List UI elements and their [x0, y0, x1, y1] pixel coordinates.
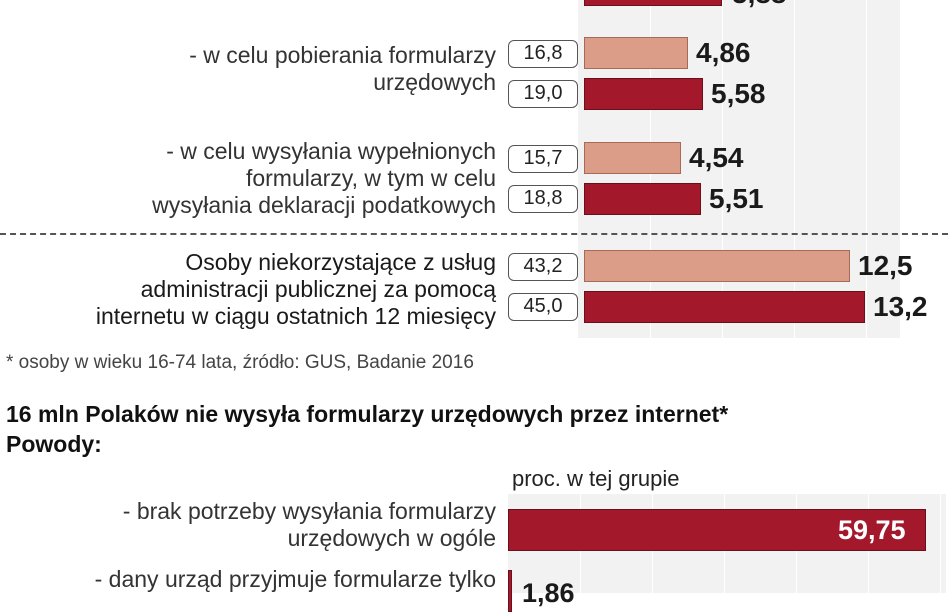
value-label-1-series-2: 5,58 — [711, 78, 766, 109]
bar-1-series-1 — [584, 37, 688, 69]
gridline-a-2 — [722, 0, 723, 338]
reason-bar-2 — [508, 570, 512, 612]
reason-label-2-line-1: - dany urząd przyjmuje formularze tylko — [94, 566, 496, 592]
percent-box-1a: 16,8 — [508, 40, 578, 68]
reason-label-1-line-1: - brak potrzeby wysyłania formularzy — [122, 498, 496, 524]
category-label-2-line-2: formularzy, w tym w celu — [245, 165, 496, 191]
category-label-2-line-3: wysyłania deklaracji podatkowych — [152, 192, 496, 218]
bar-2-series-2 — [584, 183, 701, 215]
footnote-source: * osoby w wieku 16-74 lata, źródło: GUS,… — [6, 352, 474, 373]
category-label-3-line-3: internetu w ciągu ostatnich 12 miesięcy — [95, 303, 496, 329]
reason-label-2: - dany urząd przyjmuje formularze tylko — [95, 566, 496, 593]
bar-1-series-2 — [584, 78, 703, 110]
value-label-1-series-1: 4,86 — [696, 37, 751, 68]
value-label-3-series-2: 13,2 — [873, 291, 928, 322]
reason-value-label-2: 1,86 — [522, 578, 575, 608]
gridline-a-4 — [866, 0, 867, 338]
percent-box-3a: 43,2 — [508, 253, 578, 281]
value-label-2-series-1: 4,54 — [689, 142, 744, 173]
chart-b-title: 16 mln Polaków nie wysyła formularzy urz… — [6, 401, 729, 427]
value-label-3-series-1: 12,5 — [858, 250, 913, 281]
percent-box-2b: 18,8 — [508, 185, 578, 213]
category-label-3-line-1: Osoby niekorzystające z usług — [185, 249, 496, 275]
gridline-b-6 — [940, 494, 941, 593]
bar-top-cut — [584, 0, 722, 6]
reason-value-label-1: 59,75 — [838, 515, 906, 545]
reason-label-1: - brak potrzeby wysyłania formularzy urz… — [123, 498, 496, 552]
category-label-1-line-2: urzędowych — [373, 69, 496, 95]
bar-3-series-1 — [584, 250, 850, 282]
gridline-a-3 — [794, 0, 795, 338]
percent-box-3b: 45,0 — [508, 293, 578, 321]
bar-2-series-1 — [584, 142, 681, 174]
category-label-3-line-2: administracji publicznej za pomocą — [140, 276, 496, 302]
percent-box-1b: 19,0 — [508, 80, 578, 108]
category-label-2-line-1: - w celu wysyłania wypełnionych — [166, 138, 496, 164]
separator-dashed-line — [0, 233, 948, 235]
value-label-top-cut: 5,88 — [732, 0, 787, 10]
category-label-2: - w celu wysyłania wypełnionych formular… — [152, 138, 496, 219]
chart-b-subtitle: Powody: — [6, 431, 102, 457]
reason-label-1-line-2: urzędowych w ogóle — [287, 525, 496, 551]
value-label-2-series-2: 5,51 — [709, 183, 764, 214]
reason-bar-1 — [508, 509, 926, 551]
category-label-3: Osoby niekorzystające z usług administra… — [96, 249, 496, 330]
bar-3-series-2 — [584, 291, 865, 323]
percent-box-2a: 15,7 — [508, 145, 578, 173]
category-label-1: - w celu pobierania formularzy urzędowyc… — [189, 42, 496, 96]
category-label-1-line-1: - w celu pobierania formularzy — [189, 42, 496, 68]
chart-b-unit-label: proc. w tej grupie — [512, 466, 680, 491]
